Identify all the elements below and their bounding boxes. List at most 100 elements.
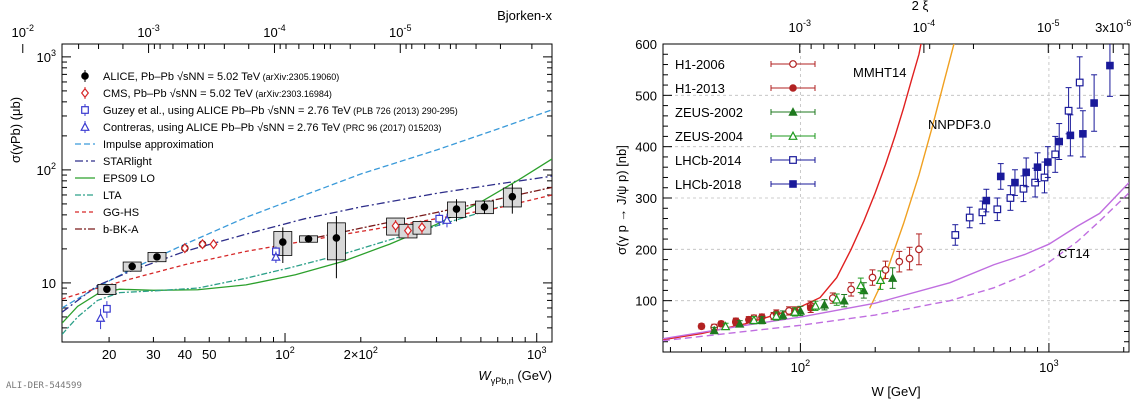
data-point [180,242,189,254]
curve-ct14-dashed- [663,192,1129,342]
data-point [735,318,745,328]
data-point [905,254,914,263]
left-chart: 10-2 10-3 10-4 10-5 Bjorken-x 20 30 40 50 102 2×10… [6,8,553,391]
top-tick-label: 10-4 [913,18,935,35]
data-point [508,192,517,201]
data-point [153,253,161,261]
curve-lta [62,200,520,335]
legend-marker [789,60,797,68]
data-point [271,251,281,261]
legend-label: ZEUS-2002 [675,105,743,120]
data-point [839,295,849,305]
data-point [982,196,991,205]
y-tick-label: 102 [37,161,56,178]
x-tick-label: 103 [1039,358,1058,375]
legend-label: H1-2006 [675,57,725,72]
data-point [709,325,719,335]
y-tick-label: 500 [635,88,657,103]
legend-label: ZEUS-2004 [675,129,743,144]
data-point [1044,158,1052,166]
data-point [778,310,788,319]
data-point [859,285,869,295]
legend-marker [788,107,798,116]
data-point [102,304,111,313]
top-tick-label: 10-5 [389,23,411,40]
y-tick-label: 200 [635,242,657,257]
y-tick-label: 100 [635,294,657,309]
top-tick-label: 10-4 [263,23,285,40]
data-point [198,238,207,250]
right-chart: 100 200 300 400 500 600 102 103 10-3 10-4 10-5 3x10… [614,0,1131,399]
legend-marker [788,130,798,140]
data-point [279,238,287,246]
data-point [1006,194,1015,202]
x-tick-label: 102 [275,345,294,362]
legend-marker [789,84,797,92]
data-point [480,203,489,211]
y-tick-label: 400 [635,140,657,155]
plot-frame [61,43,553,343]
legend-marker [81,106,89,114]
data-point [895,257,904,266]
data-point [795,306,806,315]
legend-label: Impulse approximation [103,139,214,151]
data-point [887,273,898,282]
data-point [304,235,313,243]
data-point [435,214,444,223]
x-tick-label: 2×102 [344,345,378,362]
data-point [403,225,413,236]
data-point [697,322,706,331]
data-point [1064,106,1073,115]
legend-label: LHCb-2018 [675,177,742,192]
plot-area [663,44,1129,342]
data-point [847,285,856,294]
legend-label: STARlight [103,156,152,168]
legend-label: H1-2013 [675,81,725,96]
legend-label: Guzey et al., using ALICE Pb–Pb √sNN = 2… [103,105,458,117]
data-point [993,205,1002,214]
curve-impulse-approximation [62,109,552,309]
data-point [1031,178,1040,187]
data-point [1079,130,1087,138]
top-tick-label: 10-3 [789,18,811,35]
data-point [1106,61,1114,70]
curve-label-mmht14: MMHT14 [853,65,906,80]
x-tick-label: 103 [527,345,546,362]
data-point [881,265,890,274]
data-point [1075,78,1084,87]
data-point [391,220,400,232]
y-tick-label: 300 [635,191,657,206]
legend-label: GG-HS [103,207,139,219]
legend-marker [80,87,90,99]
x-tick-label: 20 [102,347,116,362]
data-point [996,172,1005,181]
legend: H1-2006 H1-2013 ZEUS-2002 ZEUS-2004 LHCb-201… [675,57,816,192]
x-tick-label: 30 [146,347,160,362]
x-tick-label: 102 [791,358,810,375]
top-tick-label: 10-3 [137,23,159,40]
x-tick-label: 50 [202,347,216,362]
y-tick-label: 103 [37,48,56,65]
legend-marker [789,180,797,188]
data-point [831,294,842,304]
legend-label: Contreras, using ALICE Pb–Pb √sNN = 2.76… [103,122,441,134]
data-point [442,214,452,224]
top-tick-label: 10-2 [12,23,34,40]
legend-marker [81,72,89,80]
data-point [965,213,974,222]
data-point [1022,168,1030,177]
y-axis-title: σ(γPb) (μb) [8,97,23,163]
curve-b-bk-a [304,186,552,241]
data-point [868,273,877,282]
x-axis-title: W [GeV] [871,384,920,399]
y-tick-label: 600 [635,37,657,52]
data-point [855,280,866,290]
legend-label: EPS09 LO [103,173,155,185]
data-point [819,299,830,309]
curve-ct14 [663,182,1129,340]
legend-marker [80,121,90,131]
legend-label: LHCb-2014 [675,153,742,168]
data-point [452,205,461,213]
data-point [332,234,341,242]
data-point [978,208,987,217]
